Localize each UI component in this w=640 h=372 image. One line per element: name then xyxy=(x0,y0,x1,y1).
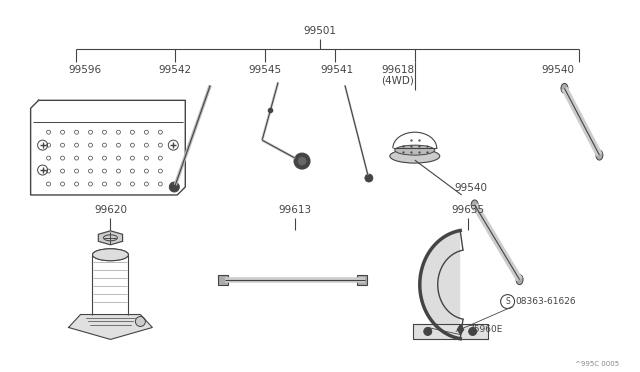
Text: 08363-61626: 08363-61626 xyxy=(515,297,576,306)
Text: S: S xyxy=(505,297,510,306)
Polygon shape xyxy=(68,314,152,339)
Ellipse shape xyxy=(93,249,129,261)
Text: 99596: 99596 xyxy=(68,65,102,76)
Text: 99540: 99540 xyxy=(541,65,574,76)
Text: 99618: 99618 xyxy=(381,65,414,76)
Text: 99545: 99545 xyxy=(248,65,282,76)
Text: 99635: 99635 xyxy=(451,205,484,215)
Text: 99541: 99541 xyxy=(320,65,353,76)
Circle shape xyxy=(170,182,179,192)
Polygon shape xyxy=(99,231,122,245)
Text: 75960E: 75960E xyxy=(468,325,503,334)
Bar xyxy=(357,275,367,285)
Text: 99501: 99501 xyxy=(303,26,337,36)
Ellipse shape xyxy=(104,235,118,241)
Circle shape xyxy=(294,153,310,169)
Text: (4WD): (4WD) xyxy=(381,76,414,86)
Ellipse shape xyxy=(390,149,440,163)
Circle shape xyxy=(365,174,373,182)
Text: 99542: 99542 xyxy=(158,65,191,76)
Ellipse shape xyxy=(561,83,568,93)
Bar xyxy=(218,275,228,285)
Circle shape xyxy=(424,327,432,336)
Text: 99613: 99613 xyxy=(278,205,312,215)
Ellipse shape xyxy=(596,150,603,160)
Polygon shape xyxy=(413,324,488,339)
Ellipse shape xyxy=(516,275,523,285)
Text: 99540: 99540 xyxy=(454,183,488,193)
Ellipse shape xyxy=(93,249,129,261)
Ellipse shape xyxy=(395,145,435,155)
Text: ^995C 0005: ^995C 0005 xyxy=(575,361,620,367)
Circle shape xyxy=(298,157,306,165)
Text: 99620: 99620 xyxy=(94,205,127,215)
Ellipse shape xyxy=(471,200,478,210)
Polygon shape xyxy=(420,231,460,339)
Circle shape xyxy=(468,327,477,336)
Circle shape xyxy=(136,317,145,327)
